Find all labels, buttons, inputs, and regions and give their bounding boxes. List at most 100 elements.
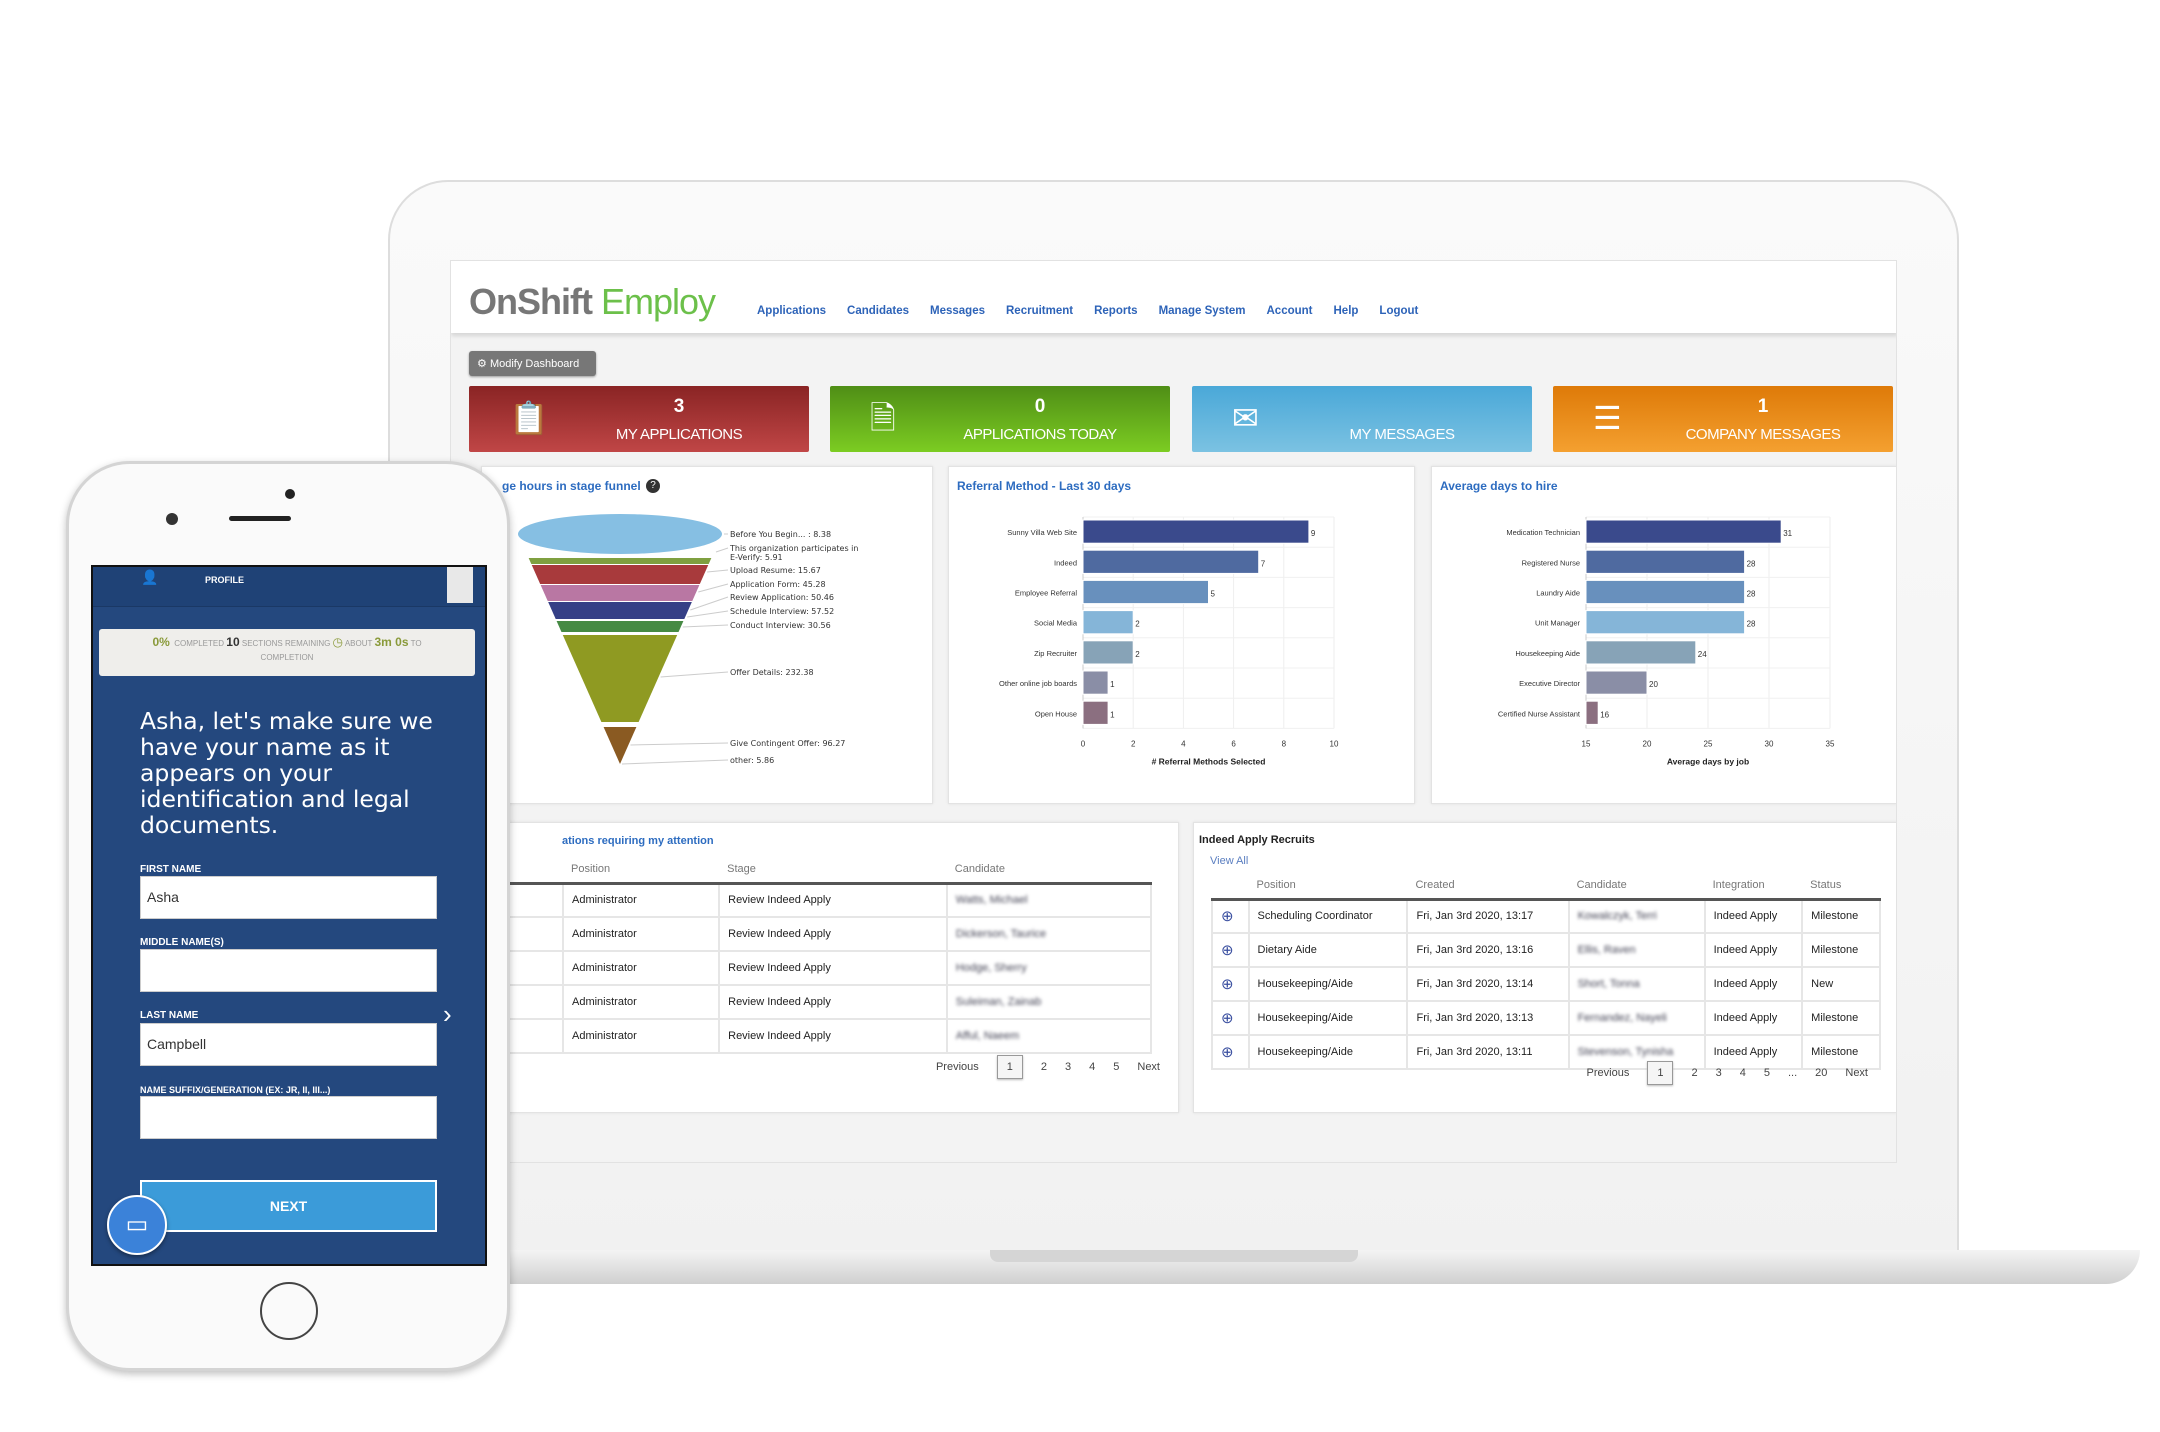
nav-manage-system[interactable]: Manage System (1158, 305, 1246, 317)
chevron-right-icon[interactable]: › (443, 999, 452, 1029)
modify-dashboard-button[interactable]: ⚙ Modify Dashboard (469, 351, 596, 376)
table-cell: Ellis, Raven (1567, 932, 1706, 968)
first-name-label: FIRST NAME (140, 864, 202, 875)
x-tick-label: 25 (1704, 739, 1713, 748)
pager-4[interactable]: 4 (1089, 1061, 1096, 1073)
last-name-field[interactable]: Campbell (140, 1023, 437, 1066)
column-header[interactable]: Candidate (1568, 873, 1705, 901)
bar (1082, 610, 1134, 635)
tile-label: MY APPLICATIONS (615, 426, 743, 443)
x-tick-label: 2 (1131, 739, 1136, 748)
table-row[interactable]: Administrator Review Indeed Apply Afful, N… (502, 1018, 1153, 1054)
table-cell: Afful, Naeem (945, 1018, 1153, 1054)
pager-1[interactable]: 1 (996, 1055, 1023, 1079)
nav-applications[interactable]: Applications (757, 305, 827, 317)
tile-company-messages[interactable]: ☰ 1 COMPANY MESSAGES (1553, 386, 1893, 452)
table-row[interactable]: Administrator Review Indeed Apply Suleiman… (502, 984, 1153, 1020)
funnel-label: Offer Details: 232.38 (730, 668, 814, 677)
laptop-notch (990, 1250, 1358, 1262)
funnel-segment (540, 585, 700, 601)
table-cell: Indeed Apply (1703, 966, 1804, 1002)
first-name-field[interactable]: Asha (140, 876, 437, 919)
profile-tab[interactable]: PROFILE (205, 575, 245, 585)
pager-2[interactable]: 2 (1691, 1067, 1698, 1079)
middle-name-field[interactable] (140, 949, 437, 992)
view-candidate-icon[interactable]: ⊕ (1211, 966, 1250, 1002)
pager-2[interactable]: 2 (1040, 1061, 1047, 1073)
bar (1585, 670, 1648, 695)
pager-5[interactable]: 5 (1763, 1067, 1770, 1079)
modify-dashboard-label: Modify Dashboard (489, 358, 580, 370)
tile-applications-today[interactable]: 🗎 0 APPLICATIONS TODAY (830, 386, 1170, 452)
pager-5[interactable]: 5 (1113, 1061, 1120, 1073)
table-cell: Stevenson, Tynisha (1567, 1034, 1706, 1070)
table-row[interactable]: ⊕ Dietary Aide Fri, Jan 3rd 2020, 13:16 Ell… (1211, 932, 1881, 968)
phone-tab-bar: 👤 PROFILE (93, 567, 485, 607)
pager-previous[interactable]: Previous (1586, 1067, 1630, 1079)
funnel-connector (630, 742, 729, 746)
table-row[interactable]: ⊕ Housekeeping/Aide Fri, Jan 3rd 2020, 13:… (1211, 1034, 1881, 1070)
document-icon: 🗎 (870, 400, 896, 436)
table-row[interactable]: Administrator Review Indeed Apply Dickerso… (502, 916, 1153, 952)
nav-messages[interactable]: Messages (930, 305, 985, 317)
nav-reports[interactable]: Reports (1094, 305, 1138, 317)
data-label: 31 (1783, 529, 1792, 538)
column-header[interactable]: Stage (719, 857, 947, 885)
table-row[interactable]: ⊕ Housekeeping/Aide Fri, Jan 3rd 2020, 13:… (1211, 966, 1881, 1002)
pager-3[interactable]: 3 (1715, 1067, 1722, 1079)
nav-candidates[interactable]: Candidates (847, 305, 910, 317)
attention-pagination: Previous 1 2 3 4 5 Next (936, 1055, 1160, 1079)
table-row[interactable]: Administrator Review Indeed Apply Hodge, S… (502, 950, 1153, 986)
onshift-employ-logo[interactable]: OnShift Employ (469, 281, 716, 323)
funnel-connector (621, 759, 729, 765)
pager-20[interactable]: 20 (1815, 1067, 1828, 1079)
funnel-label: other: 5.86 (730, 756, 774, 765)
column-header[interactable]: Integration (1704, 873, 1803, 901)
table-row[interactable]: ⊕ Scheduling Coordinator Fri, Jan 3rd 2020… (1211, 898, 1881, 934)
column-header[interactable]: Candidate (946, 857, 1151, 885)
tile-my-messages[interactable]: ✉ MY MESSAGES (1192, 386, 1532, 452)
column-header[interactable]: Status (1802, 873, 1880, 901)
view-all-link[interactable]: View All (1210, 855, 1249, 867)
table-header: Position Created Candidate Integration Statu… (1212, 873, 1880, 901)
name-heading: Asha, let's make sure we have your name … (140, 707, 433, 839)
next-button[interactable]: NEXT (140, 1180, 437, 1232)
column-header[interactable]: Position (1248, 873, 1408, 901)
view-candidate-icon[interactable]: ⊕ (1211, 898, 1250, 934)
tile-my-applications[interactable]: 📋 3 MY APPLICATIONS (469, 386, 809, 452)
table-row[interactable]: Administrator Review Indeed Apply Watts, M… (502, 882, 1153, 918)
chat-bubble-icon[interactable]: ▭ (107, 1195, 167, 1255)
scroll-tab (447, 567, 473, 603)
pager-4[interactable]: 4 (1739, 1067, 1746, 1079)
pager-3[interactable]: 3 (1065, 1061, 1072, 1073)
bar (1585, 549, 1746, 574)
speaker-grille (229, 516, 291, 521)
column-header[interactable]: Created (1407, 873, 1569, 901)
home-button[interactable] (260, 1282, 318, 1340)
view-candidate-icon[interactable]: ⊕ (1211, 1000, 1250, 1036)
pager-1[interactable]: 1 (1647, 1061, 1674, 1085)
pager-next[interactable]: Next (1137, 1061, 1160, 1073)
column-header[interactable] (1212, 873, 1249, 901)
table-cell: Fri, Jan 3rd 2020, 13:16 (1406, 932, 1570, 968)
nav-recruitment[interactable]: Recruitment (1006, 305, 1074, 317)
pager-next[interactable]: Next (1845, 1067, 1868, 1079)
nav-help[interactable]: Help (1333, 305, 1359, 317)
progress-box: 0% COMPLETED 10 SECTIONS REMAINING ◷ ABO… (99, 629, 475, 676)
nav-account[interactable]: Account (1266, 305, 1313, 317)
phone-screen: 👤 PROFILE 0% COMPLETED 10 SECTIONS REMAI… (91, 565, 487, 1266)
table-cell: Fernandez, Nayeli (1567, 1000, 1706, 1036)
suffix-field[interactable] (140, 1096, 437, 1139)
table-cell: Fri, Jan 3rd 2020, 13:17 (1406, 898, 1570, 934)
bar (1585, 579, 1746, 605)
view-candidate-icon[interactable]: ⊕ (1211, 1034, 1250, 1070)
tile-label: MY MESSAGES (1349, 426, 1455, 443)
pager-previous[interactable]: Previous (935, 1061, 979, 1073)
nav-logout[interactable]: Logout (1379, 305, 1419, 317)
view-candidate-icon[interactable]: ⊕ (1211, 932, 1250, 968)
funnel-label: Before You Begin... : 8.38 (730, 530, 831, 539)
help-icon[interactable]: ? (646, 479, 660, 493)
indeed-title: Indeed Apply Recruits (1199, 834, 1315, 846)
column-header[interactable]: Position (563, 857, 720, 885)
table-row[interactable]: ⊕ Housekeeping/Aide Fri, Jan 3rd 2020, 13:… (1211, 1000, 1881, 1036)
